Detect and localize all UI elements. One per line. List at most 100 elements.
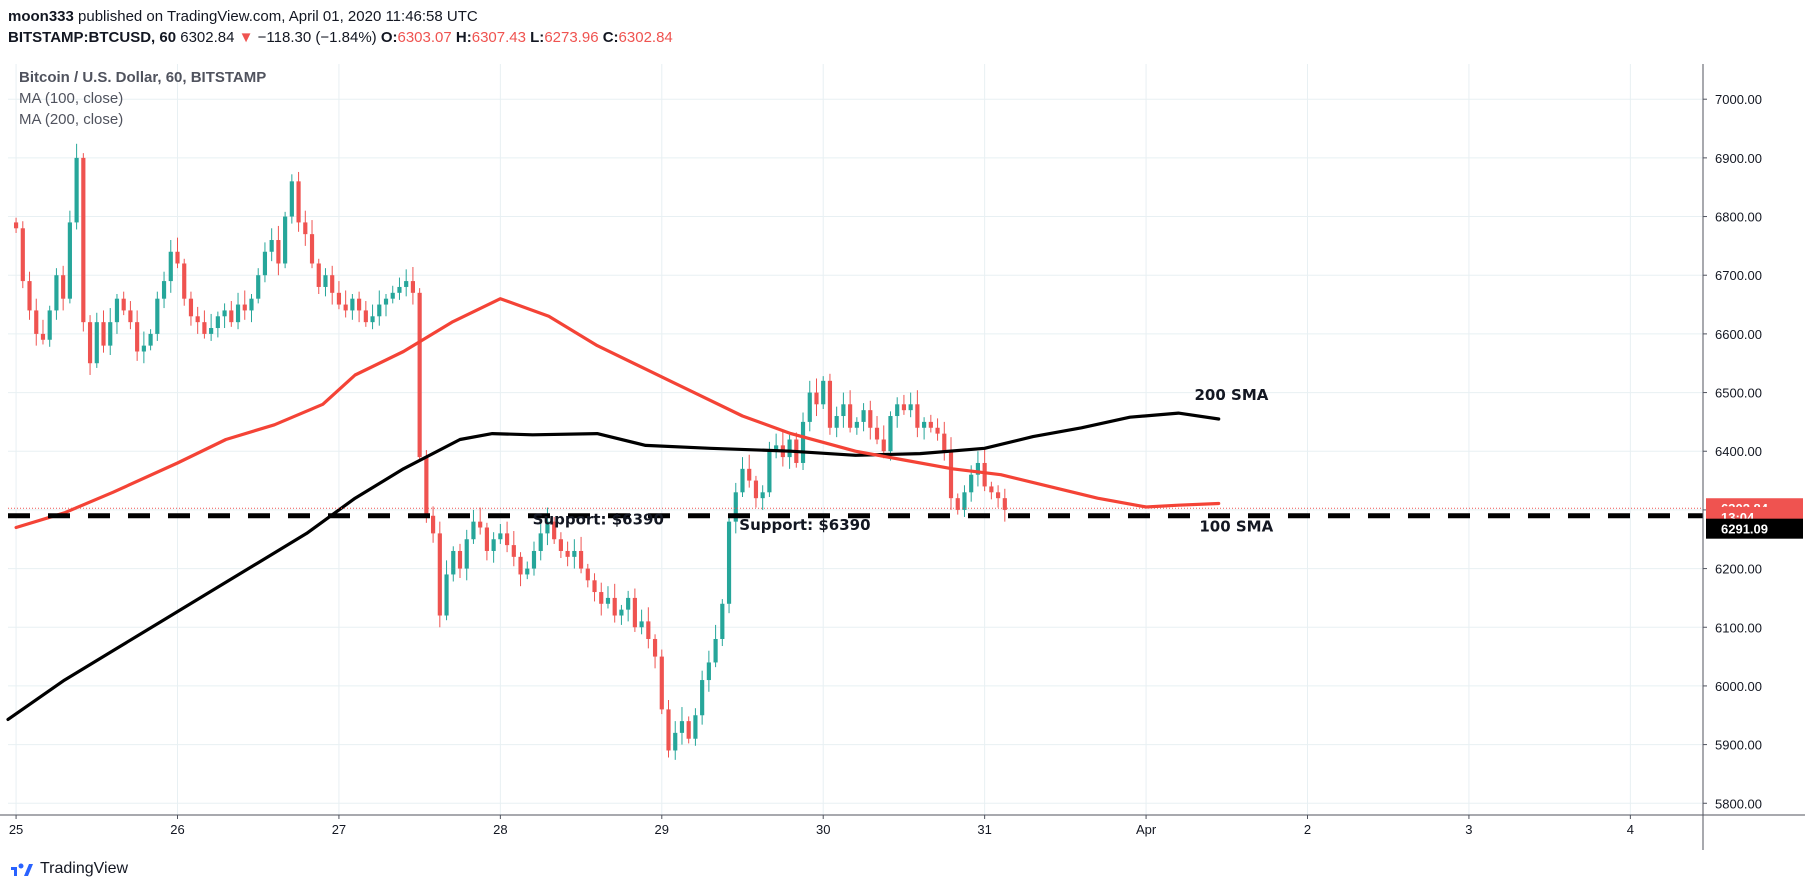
candle (61, 265, 66, 311)
candle-body (706, 662, 711, 681)
candle-body (451, 550, 456, 575)
candle-body (982, 462, 987, 487)
candle (141, 331, 146, 364)
candle-body (424, 457, 429, 516)
candle-body (195, 316, 200, 323)
candle (881, 425, 886, 459)
candle-body (101, 322, 106, 346)
candle-body (363, 310, 368, 323)
candle-body (74, 157, 79, 223)
candle-body (269, 240, 274, 252)
candle (807, 380, 812, 432)
candle (659, 649, 664, 715)
candle (639, 609, 644, 635)
x-tick-label: 29 (655, 822, 669, 837)
candle (336, 281, 342, 310)
candle (679, 707, 685, 745)
candle (800, 412, 806, 471)
candle-body (807, 392, 812, 422)
legend-ma200[interactable]: MA (200, close) (19, 111, 124, 128)
candle (814, 378, 819, 417)
candle-body (767, 451, 772, 493)
candle-body (283, 216, 288, 264)
x-tick-label: 31 (977, 822, 991, 837)
candle (168, 240, 173, 293)
candle-body (552, 521, 557, 540)
author-name[interactable]: moon333 (8, 8, 74, 25)
candle-body (343, 304, 348, 311)
candle-body (444, 574, 449, 616)
open-label: O: (380, 29, 398, 46)
candle (121, 291, 126, 316)
candle-body (747, 468, 752, 481)
candle-body (357, 298, 362, 311)
candle-body (814, 392, 819, 405)
candle (101, 310, 106, 353)
candle-body (209, 328, 214, 334)
candle (316, 258, 321, 294)
candle-body (323, 275, 328, 287)
y-tick-label: 6700.00 (1715, 268, 1762, 283)
candle (760, 485, 765, 510)
candle-body (713, 638, 718, 663)
price-chart[interactable]: 200 SMA 100 SMA Support: $6390 Support: $63… (0, 64, 1805, 850)
candle (87, 315, 93, 375)
x-tick-label: 4 (1627, 822, 1634, 837)
candle (538, 521, 543, 561)
candle-body (148, 333, 153, 346)
candle (989, 481, 994, 500)
candle-body (377, 304, 382, 317)
legend-title[interactable]: Bitcoin / U.S. Dollar, 60, BITSTAMP (19, 69, 267, 86)
candle-body (881, 439, 886, 452)
candle-body (168, 251, 173, 282)
candle-body (404, 281, 409, 287)
candle-body (222, 310, 227, 317)
candle-body (854, 421, 859, 428)
y-tick-label: 6200.00 (1715, 562, 1762, 577)
candle (861, 403, 866, 432)
candle-body (868, 410, 873, 428)
candle-body (20, 228, 25, 282)
candle (404, 269, 409, 297)
candle-body (545, 521, 550, 534)
candle-body (841, 404, 846, 417)
candle (202, 310, 207, 339)
annotation-label: 100 SMA (1199, 518, 1273, 536)
candle (128, 301, 133, 330)
annotation-label: 200 SMA (1195, 386, 1269, 404)
candle (848, 390, 853, 433)
candle (370, 304, 375, 330)
candle (868, 400, 873, 440)
candle-body (330, 275, 335, 293)
legend-ma100[interactable]: MA (100, close) (19, 90, 124, 107)
candle (424, 450, 429, 523)
candle-body (619, 609, 624, 616)
candle-body (13, 222, 19, 229)
candle-body (666, 709, 671, 751)
candle-body (276, 240, 281, 264)
candle-body (390, 292, 395, 299)
candle (599, 582, 604, 616)
candle (928, 414, 933, 433)
candle (357, 291, 362, 323)
brand-name[interactable]: TradingView (40, 860, 129, 877)
candle-body (350, 298, 355, 311)
candle (706, 650, 711, 692)
candle-body (188, 298, 194, 317)
candle (323, 268, 328, 297)
candle (619, 604, 624, 625)
price-tag-bg (1706, 518, 1803, 539)
candle-body (141, 345, 146, 352)
candle (605, 586, 611, 609)
close-label: C: (602, 29, 619, 46)
candle (915, 390, 920, 438)
candle (235, 292, 241, 330)
candle (895, 397, 900, 428)
candle-body (370, 316, 375, 323)
candle (229, 301, 234, 327)
candle (774, 433, 779, 459)
candle-body (942, 433, 947, 452)
candle (962, 485, 967, 517)
candle (215, 311, 220, 338)
candle-body (229, 310, 234, 323)
